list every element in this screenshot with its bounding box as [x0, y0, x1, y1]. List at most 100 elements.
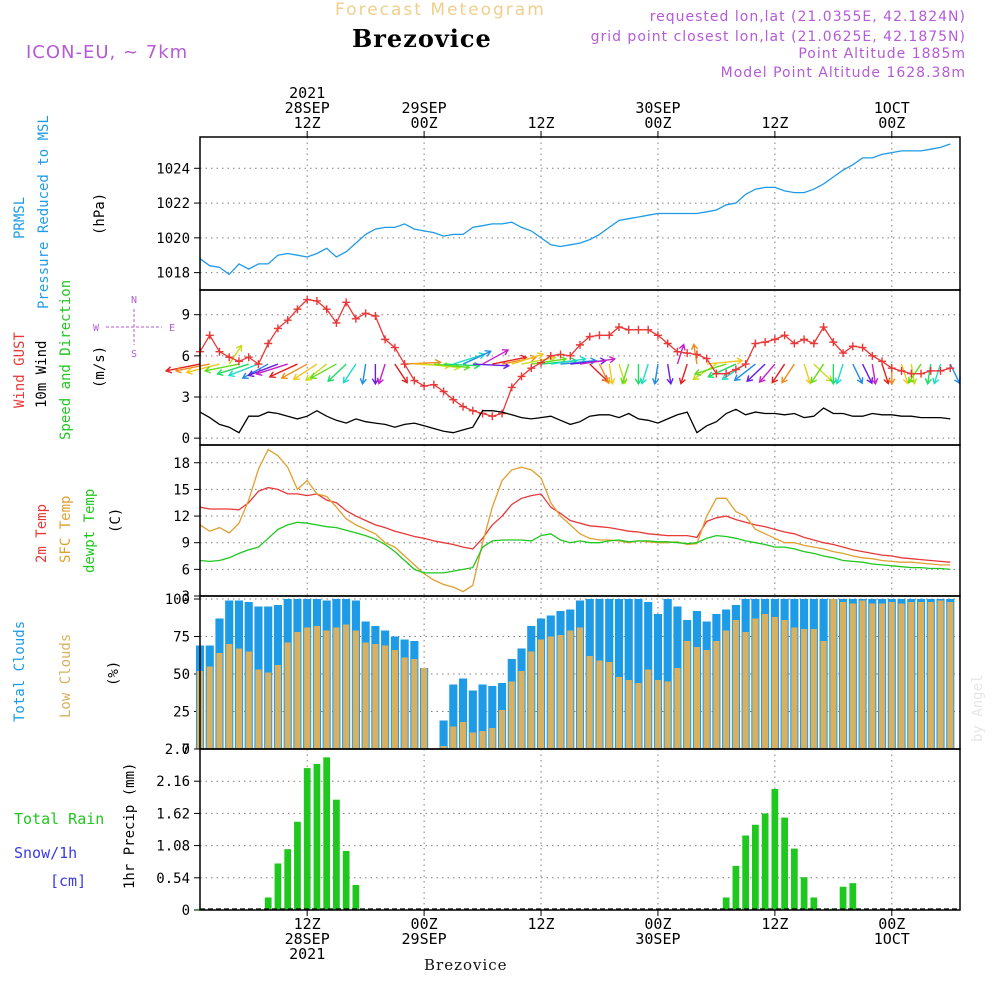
low-cloud-bar: [801, 629, 808, 749]
gust-marker: [702, 354, 711, 363]
low-cloud-bar: [479, 731, 486, 749]
low-cloud-bar: [840, 602, 847, 749]
wind-arrowhead: [620, 377, 628, 385]
gust-marker: [576, 340, 584, 349]
wind-arrowhead: [342, 376, 350, 384]
wind-arrowhead: [241, 372, 249, 380]
gust-marker: [614, 323, 623, 332]
wind-arrowhead: [529, 354, 538, 362]
rain-bar: [284, 849, 292, 910]
gust-marker: [342, 298, 351, 307]
wind-arrow: [803, 363, 812, 384]
gust-marker: [537, 358, 546, 367]
wind-arrow: [228, 345, 243, 365]
panel-label: Snow/1h: [14, 844, 77, 862]
gust-marker: [264, 339, 273, 348]
gust-marker: [800, 335, 809, 344]
wind-arrow: [852, 363, 863, 384]
wind-arrow: [175, 363, 210, 372]
low-cloud-bar: [820, 641, 827, 749]
bottom-time-label: 00Z: [411, 915, 438, 933]
low-cloud-bar: [508, 681, 515, 749]
series-wind-gust: [199, 298, 951, 417]
wind-arrow: [228, 363, 259, 377]
wind-arrow: [900, 363, 909, 384]
low-cloud-bar: [927, 602, 934, 749]
low-cloud-bar: [313, 626, 320, 749]
low-cloud-bar: [469, 732, 476, 749]
wind-arrowhead: [639, 377, 647, 385]
low-cloud-bar: [713, 641, 720, 749]
wind-arrow: [305, 363, 328, 381]
rain-bar: [800, 877, 808, 910]
wind-arrow: [433, 363, 470, 369]
rain-bar: [732, 865, 740, 910]
wind-arrowhead: [501, 349, 510, 356]
wind-arrow: [521, 356, 556, 365]
gust-marker: [351, 314, 360, 323]
panel-frame: [199, 748, 961, 911]
low-cloud-bar: [781, 620, 788, 749]
wind-arrow: [293, 363, 318, 380]
station-name: Brezovice: [352, 24, 492, 53]
rain-bar: [303, 768, 311, 910]
gust-marker: [400, 360, 409, 369]
low-cloud-bar: [284, 642, 291, 749]
gust-marker: [420, 382, 429, 391]
wind-arrowhead: [484, 349, 492, 357]
wind-arrow: [205, 363, 240, 372]
gust-marker: [449, 395, 458, 404]
wind-arrow: [759, 363, 776, 383]
gust-marker: [507, 383, 516, 392]
low-cloud-bar: [294, 632, 301, 749]
top-time-label: 12Z: [761, 114, 788, 132]
bottom-time-label: 30SEP: [635, 930, 680, 948]
gust-marker: [780, 331, 789, 340]
gust-marker: [517, 372, 526, 381]
wind-arrowhead: [690, 343, 699, 351]
gust-marker: [634, 325, 643, 334]
series-dewpt-temp: [199, 521, 951, 574]
rain-bar: [790, 848, 798, 910]
low-cloud-bar: [401, 657, 408, 749]
gust-marker: [254, 360, 263, 369]
low-cloud-bar: [557, 635, 564, 749]
gust-marker: [683, 349, 692, 358]
wind-arrowhead: [309, 372, 317, 380]
wind-arrowhead: [856, 377, 864, 385]
panel-label: (C): [108, 508, 124, 533]
rain-bar: [781, 817, 788, 910]
y-tick-label: 0.54: [156, 871, 190, 887]
wind-arrowhead: [255, 369, 263, 377]
gust-marker: [887, 364, 896, 373]
low-cloud-bar: [206, 666, 213, 749]
low-cloud-bar: [567, 630, 574, 749]
y-tick-label: 9: [182, 536, 190, 552]
y-tick-label: 2.16: [156, 774, 190, 790]
low-cloud-bar: [421, 668, 428, 749]
gust-marker: [624, 325, 633, 334]
gust-marker: [897, 366, 906, 375]
grid-point-location: grid point closest lon,lat (21.0625E, 42…: [590, 29, 966, 45]
wind-arrow: [706, 359, 743, 365]
top-time-label: 12Z: [527, 114, 554, 132]
y-tick-label: 50: [173, 667, 190, 683]
compass-e: E: [169, 323, 175, 334]
wind-arrowhead: [693, 369, 701, 377]
gust-marker: [644, 325, 653, 334]
watermark: by Angel: [970, 675, 986, 742]
rain-bar: [323, 757, 331, 910]
gust-marker: [926, 366, 935, 375]
wind-arrowhead: [888, 378, 896, 386]
rain-bar: [274, 863, 282, 910]
y-tick-label: 1024: [156, 161, 190, 177]
series-10m-wind: [199, 407, 951, 434]
low-cloud-bar: [810, 629, 817, 749]
wind-arrowhead: [327, 375, 335, 383]
y-tick-label: 3: [182, 390, 190, 406]
panel-label: (%): [106, 661, 122, 686]
series-2m-temp: [199, 486, 951, 563]
gust-marker: [595, 331, 604, 340]
bottom-time-label: 12Z: [761, 915, 788, 933]
panel-label: Low Clouds: [58, 634, 74, 718]
